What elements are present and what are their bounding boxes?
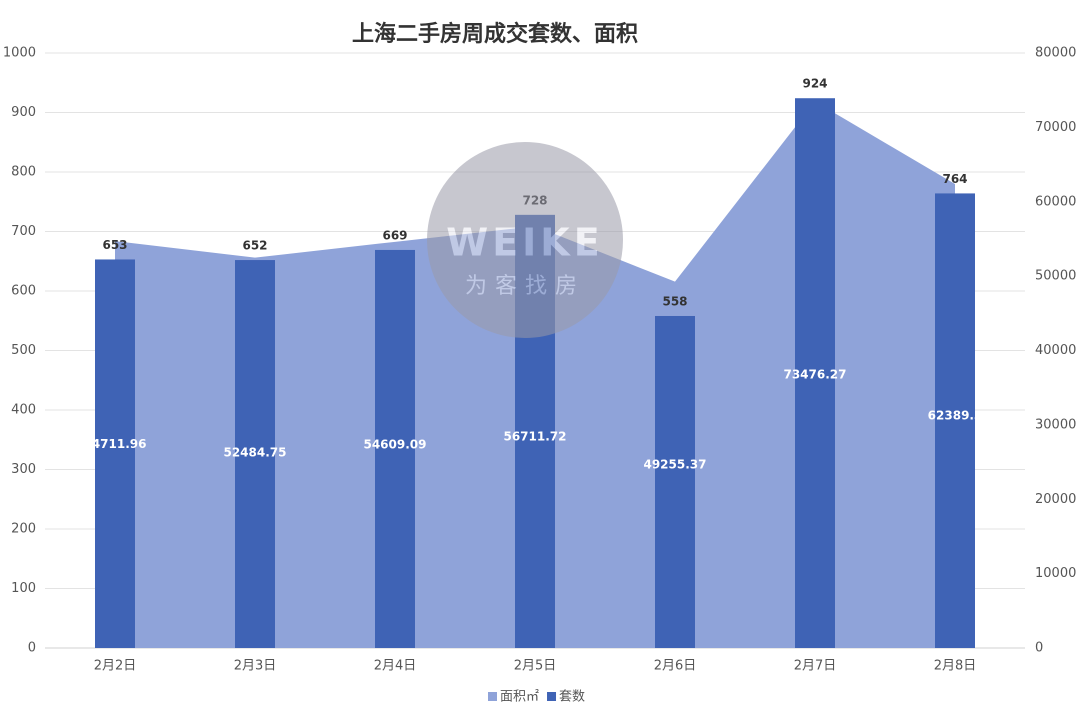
chart-title: 上海二手房周成交套数、面积 <box>352 21 638 47</box>
y-tick-label: 500 <box>11 343 36 358</box>
watermark-text: WEIKE <box>446 221 603 265</box>
area-value-label: 56711.72 <box>503 430 566 444</box>
y-tick-label: 800 <box>11 165 36 180</box>
legend-swatch <box>547 692 557 701</box>
x-tick-label: 2月3日 <box>234 659 277 674</box>
area-value-label: 73476.27 <box>783 367 846 381</box>
y-tick-label: 0 <box>28 641 36 656</box>
bar <box>935 193 975 649</box>
area-value-label: 54711.96 <box>83 437 146 451</box>
y-tick-label: 100 <box>11 581 36 596</box>
area-value-label: 54609.09 <box>363 437 426 451</box>
y2-tick-label: 20000 <box>1035 492 1076 507</box>
watermark: WEIKE 为客找房 <box>427 142 623 338</box>
x-tick-label: 2月2日 <box>94 659 137 674</box>
bar <box>655 315 695 648</box>
area-value-label: 52484.75 <box>223 445 286 459</box>
bar-value-label: 669 <box>382 228 407 242</box>
bar-value-label: 558 <box>662 294 687 308</box>
x-tick-label: 2月7日 <box>794 659 837 674</box>
y-tick-label: 700 <box>11 224 36 239</box>
bar <box>235 260 275 648</box>
y2-tick-label: 50000 <box>1035 269 1076 284</box>
watermark-circle <box>427 142 623 338</box>
area-value-label: 49255.37 <box>643 457 706 471</box>
y2-tick-label: 80000 <box>1035 46 1076 61</box>
y-tick-label: 400 <box>11 403 36 418</box>
legend-swatch <box>488 692 497 701</box>
y2-tick-label: 0 <box>1035 641 1043 656</box>
watermark-subtext: 为客找房 <box>465 274 585 299</box>
x-tick-label: 2月8日 <box>934 659 977 674</box>
legend-label: 面积㎡ <box>500 690 539 705</box>
legend-label: 套数 <box>559 689 585 705</box>
area-value-label: 62389.3 <box>928 408 983 422</box>
y2-tick-label: 60000 <box>1035 194 1076 209</box>
y2-tick-label: 70000 <box>1035 120 1076 135</box>
x-tick-label: 2月5日 <box>514 659 557 674</box>
y-tick-label: 600 <box>11 284 36 299</box>
bar <box>795 98 835 649</box>
x-tick-label: 2月4日 <box>374 659 417 674</box>
y-tick-label: 300 <box>11 462 36 477</box>
bar-value-label: 652 <box>242 239 267 253</box>
bar <box>375 249 415 648</box>
y2-tick-label: 40000 <box>1035 343 1076 358</box>
y2-tick-label: 10000 <box>1035 566 1076 581</box>
y-tick-label: 900 <box>11 105 36 120</box>
bar-value-label: 764 <box>942 172 967 186</box>
y2-tick-label: 30000 <box>1035 417 1076 432</box>
y-tick-label: 200 <box>11 522 36 537</box>
y-tick-label: 1000 <box>3 46 36 61</box>
bar-value-label: 653 <box>102 238 127 252</box>
bar-value-label: 924 <box>802 77 827 91</box>
x-tick-label: 2月6日 <box>654 659 697 674</box>
bar <box>95 259 135 648</box>
